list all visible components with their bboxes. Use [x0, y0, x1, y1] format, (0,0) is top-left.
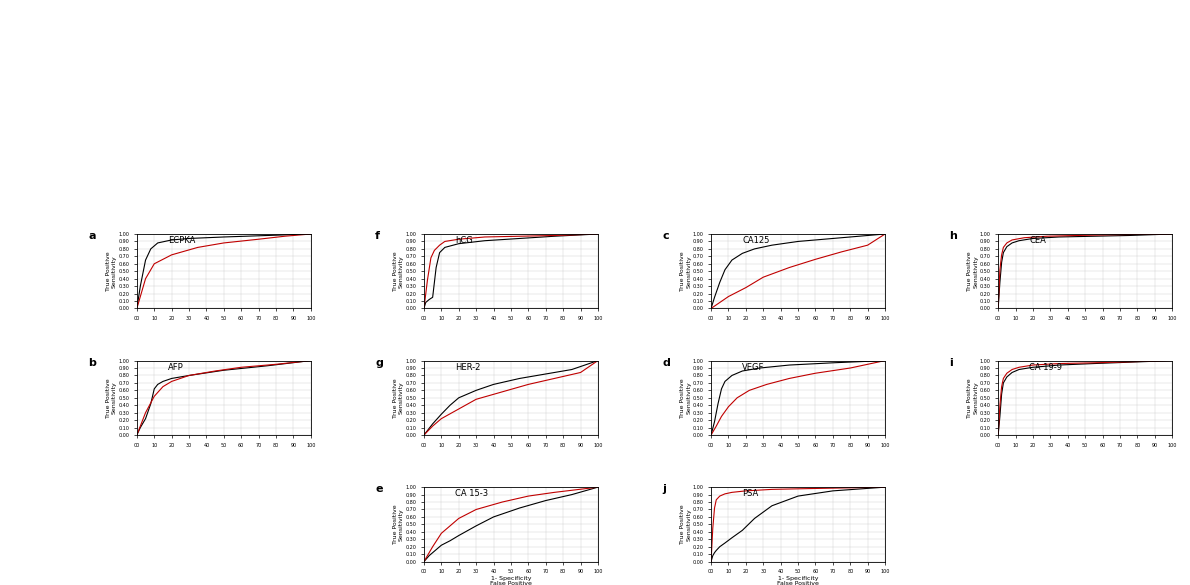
Text: CA125: CA125: [743, 236, 770, 245]
Text: h: h: [950, 231, 957, 241]
Text: HER-2: HER-2: [456, 363, 481, 372]
Y-axis label: True Positive
Sensitivity: True Positive Sensitivity: [967, 378, 978, 418]
Text: i: i: [950, 357, 953, 367]
Text: ECPKA: ECPKA: [168, 236, 195, 245]
Text: f: f: [375, 231, 381, 241]
Y-axis label: True Positive
Sensitivity: True Positive Sensitivity: [106, 252, 117, 291]
X-axis label: 1- Specificity
False Positive: 1- Specificity False Positive: [777, 576, 819, 585]
Y-axis label: True Positive
Sensitivity: True Positive Sensitivity: [681, 504, 691, 544]
Text: j: j: [663, 484, 666, 494]
Text: hCG: hCG: [456, 236, 472, 245]
Y-axis label: True Positive
Sensitivity: True Positive Sensitivity: [106, 378, 117, 418]
Y-axis label: True Positive
Sensitivity: True Positive Sensitivity: [393, 504, 405, 544]
Y-axis label: True Positive
Sensitivity: True Positive Sensitivity: [393, 252, 405, 291]
Y-axis label: True Positive
Sensitivity: True Positive Sensitivity: [681, 378, 691, 418]
Y-axis label: True Positive
Sensitivity: True Positive Sensitivity: [393, 378, 405, 418]
Text: b: b: [88, 357, 96, 367]
Text: g: g: [375, 357, 383, 367]
Text: AFP: AFP: [168, 363, 184, 372]
X-axis label: 1- Specificity
False Positive: 1- Specificity False Positive: [490, 576, 532, 585]
Text: CA 19-9: CA 19-9: [1029, 363, 1063, 372]
Y-axis label: True Positive
Sensitivity: True Positive Sensitivity: [681, 252, 691, 291]
Text: e: e: [375, 484, 383, 494]
Text: VEGF: VEGF: [743, 363, 765, 372]
Text: d: d: [663, 357, 670, 367]
Text: CA 15-3: CA 15-3: [456, 490, 488, 498]
Text: c: c: [663, 231, 669, 241]
Y-axis label: True Positive
Sensitivity: True Positive Sensitivity: [967, 252, 978, 291]
Text: CEA: CEA: [1029, 236, 1046, 245]
Text: PSA: PSA: [743, 490, 758, 498]
Text: a: a: [88, 231, 95, 241]
